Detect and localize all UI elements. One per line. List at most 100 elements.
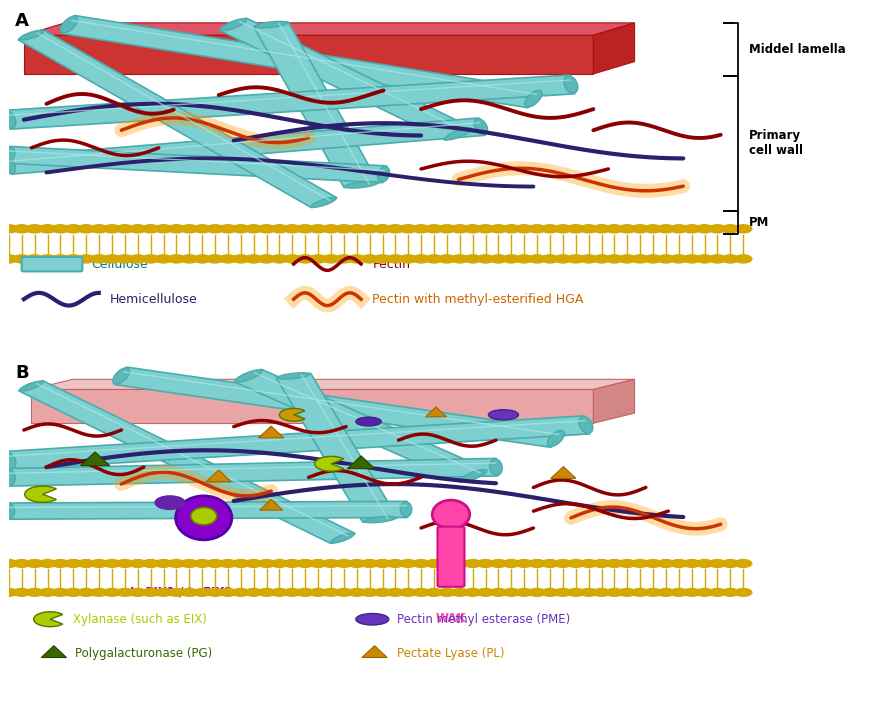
Circle shape: [412, 225, 430, 233]
Ellipse shape: [2, 111, 16, 128]
Circle shape: [219, 589, 236, 596]
Circle shape: [632, 225, 648, 233]
Circle shape: [206, 589, 224, 596]
Circle shape: [206, 255, 224, 263]
Circle shape: [657, 560, 674, 567]
Circle shape: [657, 589, 674, 596]
Ellipse shape: [564, 76, 578, 93]
Circle shape: [219, 255, 236, 263]
FancyBboxPatch shape: [5, 146, 387, 182]
FancyBboxPatch shape: [277, 373, 397, 522]
Ellipse shape: [3, 158, 15, 173]
Circle shape: [52, 560, 69, 567]
Circle shape: [683, 560, 700, 567]
Circle shape: [26, 255, 44, 263]
Circle shape: [567, 560, 584, 567]
Circle shape: [13, 560, 30, 567]
Ellipse shape: [345, 182, 377, 188]
Circle shape: [554, 589, 572, 596]
Circle shape: [554, 560, 572, 567]
Ellipse shape: [490, 459, 502, 475]
Circle shape: [271, 225, 288, 233]
Ellipse shape: [433, 500, 470, 529]
FancyBboxPatch shape: [18, 30, 337, 208]
Circle shape: [490, 255, 507, 263]
Circle shape: [194, 225, 211, 233]
Circle shape: [657, 225, 674, 233]
Circle shape: [168, 560, 185, 567]
Circle shape: [155, 560, 172, 567]
Circle shape: [709, 560, 726, 567]
Ellipse shape: [460, 470, 487, 482]
Circle shape: [335, 560, 352, 567]
Circle shape: [39, 589, 56, 596]
FancyBboxPatch shape: [7, 501, 408, 520]
Ellipse shape: [445, 127, 472, 140]
Circle shape: [335, 255, 352, 263]
Circle shape: [348, 560, 366, 567]
Circle shape: [78, 560, 95, 567]
Ellipse shape: [377, 167, 390, 182]
Circle shape: [322, 589, 340, 596]
Circle shape: [683, 225, 700, 233]
Circle shape: [425, 225, 442, 233]
Circle shape: [129, 255, 146, 263]
Circle shape: [181, 255, 198, 263]
Circle shape: [361, 589, 378, 596]
Circle shape: [696, 225, 714, 233]
Text: A: A: [15, 12, 29, 30]
Circle shape: [206, 225, 224, 233]
Circle shape: [361, 225, 378, 233]
Ellipse shape: [548, 430, 565, 446]
Circle shape: [90, 255, 108, 263]
Circle shape: [90, 560, 108, 567]
Circle shape: [39, 255, 56, 263]
Ellipse shape: [475, 119, 488, 134]
Circle shape: [400, 589, 417, 596]
Circle shape: [361, 255, 378, 263]
Circle shape: [670, 225, 688, 233]
Ellipse shape: [311, 198, 335, 207]
Circle shape: [335, 225, 352, 233]
Circle shape: [516, 589, 533, 596]
Circle shape: [477, 589, 494, 596]
Circle shape: [0, 560, 18, 567]
Circle shape: [464, 255, 482, 263]
Circle shape: [593, 255, 610, 263]
Circle shape: [657, 255, 674, 263]
Circle shape: [65, 560, 82, 567]
Text: Polygalacturonase (PG): Polygalacturonase (PG): [75, 646, 212, 660]
Circle shape: [297, 225, 314, 233]
Circle shape: [644, 589, 662, 596]
Circle shape: [696, 589, 714, 596]
Circle shape: [644, 225, 662, 233]
Ellipse shape: [20, 381, 43, 391]
Circle shape: [516, 225, 533, 233]
Circle shape: [400, 560, 417, 567]
Circle shape: [129, 225, 146, 233]
Ellipse shape: [176, 496, 232, 540]
Text: Xylanase (such as EIX): Xylanase (such as EIX): [72, 612, 206, 626]
Circle shape: [606, 560, 623, 567]
Text: Hemicellulose: Hemicellulose: [110, 293, 198, 306]
Text: Pectin with methyl-esterified HGA: Pectin with methyl-esterified HGA: [372, 293, 583, 306]
Circle shape: [541, 560, 558, 567]
Circle shape: [722, 225, 739, 233]
Circle shape: [593, 589, 610, 596]
Circle shape: [78, 589, 95, 596]
Circle shape: [670, 589, 688, 596]
Circle shape: [129, 589, 146, 596]
Circle shape: [219, 560, 236, 567]
Circle shape: [464, 589, 482, 596]
Polygon shape: [425, 407, 447, 417]
Circle shape: [142, 255, 160, 263]
Circle shape: [155, 496, 185, 510]
Circle shape: [194, 255, 211, 263]
Text: B: B: [15, 364, 29, 382]
Circle shape: [451, 255, 468, 263]
Circle shape: [619, 589, 636, 596]
Circle shape: [297, 589, 314, 596]
Circle shape: [13, 255, 30, 263]
Circle shape: [503, 255, 520, 263]
Circle shape: [258, 255, 276, 263]
